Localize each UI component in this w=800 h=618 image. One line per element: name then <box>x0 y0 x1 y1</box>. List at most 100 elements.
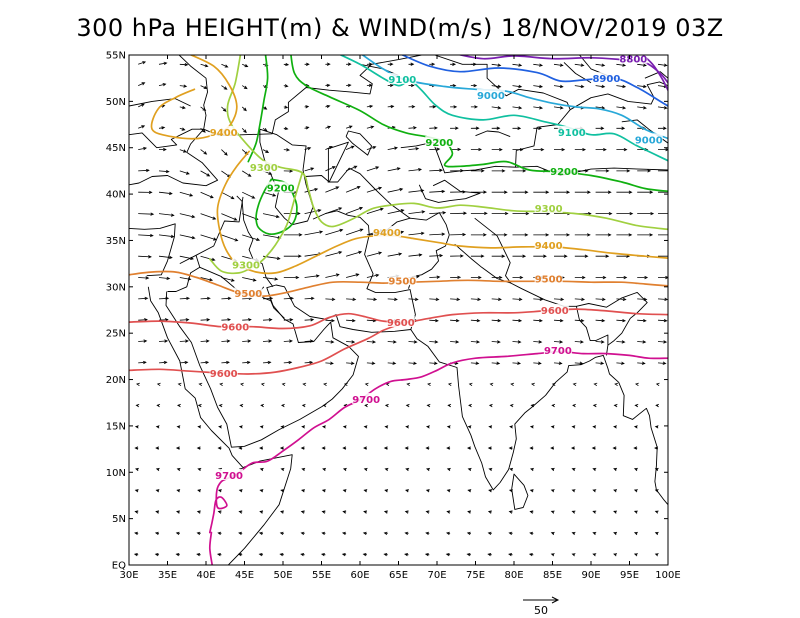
wind-arrow <box>283 233 303 237</box>
contour-label-bg <box>534 239 563 251</box>
wind-arrow <box>487 446 492 450</box>
contour-label-bg <box>209 366 238 378</box>
wind-arrow <box>470 169 485 173</box>
wind-arrow <box>179 339 189 343</box>
wind-arrow <box>133 553 139 557</box>
wind-arrow <box>470 233 487 237</box>
wind-arrow <box>366 146 377 150</box>
wind-arrow <box>158 191 173 196</box>
contour-label-bg <box>619 52 648 64</box>
wind-arrow <box>613 467 618 472</box>
wind-arrow <box>533 84 544 89</box>
wind-arrow <box>156 382 161 387</box>
wind-arrow <box>509 467 514 472</box>
wind-arrow <box>154 553 160 557</box>
contour-label-bg <box>232 258 261 270</box>
wind-arrow <box>242 339 252 343</box>
wind-arrow <box>508 531 513 536</box>
wind-arrow <box>221 234 239 242</box>
contour-label: 9200 <box>550 167 578 178</box>
wind-arrow <box>654 446 659 450</box>
wind-arrow <box>387 187 404 193</box>
wind-arrow <box>512 147 524 152</box>
contour-label-bg <box>266 181 295 193</box>
wind-arrow <box>554 147 566 152</box>
wind-arrow <box>595 275 607 280</box>
wind-arrow <box>387 83 394 88</box>
wind-arrow <box>304 339 314 343</box>
wind-arrow <box>470 147 483 152</box>
contour-label-bg <box>534 272 563 284</box>
wind-arrow <box>571 531 576 536</box>
wind-arrow <box>509 425 513 429</box>
wind-arrow <box>595 318 606 323</box>
wind-arrow <box>262 127 268 132</box>
wind-arrow <box>321 531 326 536</box>
wind-arrow <box>551 403 556 408</box>
wind-arrow <box>408 253 423 257</box>
lat-tick-label: 10N <box>106 468 126 479</box>
wind-arrow <box>325 186 340 193</box>
wind-arrow <box>259 467 264 472</box>
wind-arrow <box>387 167 401 172</box>
contour-label-bg <box>249 161 278 173</box>
wind-arrow <box>657 297 668 301</box>
wind-arrow <box>595 361 605 365</box>
contour-label-bg <box>534 201 563 213</box>
wind-arrow <box>217 510 222 514</box>
wind-arrow <box>384 425 389 429</box>
wind-arrow <box>155 489 160 493</box>
lon-tick-label: 95E <box>620 570 639 581</box>
wind-arrow <box>510 382 515 387</box>
wind-arrow <box>550 446 555 450</box>
wind-arrow <box>281 382 286 387</box>
wind-arrow <box>262 360 272 365</box>
wind-arrow <box>533 147 545 152</box>
coastline <box>129 98 191 107</box>
wind-arrow <box>158 255 173 260</box>
wind-arrow <box>450 297 461 301</box>
lat-tick-label: 55N <box>106 51 126 62</box>
wind-arrow <box>616 190 633 194</box>
wind-arrow <box>529 531 534 536</box>
wind-arrow <box>408 147 420 151</box>
wind-arrow <box>283 254 302 258</box>
wind-arrow <box>345 186 361 193</box>
wind-arrow <box>221 191 235 200</box>
wind-arrow <box>325 251 343 257</box>
wind-arrow <box>366 251 383 257</box>
wind-arrow <box>179 84 188 88</box>
wind-arrow <box>325 318 336 323</box>
wind-arrow <box>221 213 238 221</box>
contour-label: 9100 <box>388 75 416 86</box>
contour-label-bg <box>543 343 572 355</box>
lat-tick-label: 35N <box>106 236 126 247</box>
wind-arrow <box>237 553 243 557</box>
contour-label: 9700 <box>352 395 380 406</box>
wind-arrow <box>384 489 389 493</box>
wind-arrow <box>321 446 326 450</box>
wind-arrow <box>346 318 356 323</box>
wind-arrow <box>447 382 452 387</box>
wind-arrow <box>512 361 522 365</box>
wind-arrow <box>616 297 627 301</box>
wind-arrow <box>179 62 189 67</box>
wind-arrow <box>533 361 542 365</box>
wind-arrow <box>366 340 377 344</box>
wind-arrow <box>325 62 331 66</box>
wind-arrow <box>366 125 375 129</box>
wind-arrow <box>554 190 571 194</box>
lat-tick-label: 50N <box>106 97 126 108</box>
wind-arrow <box>593 382 598 387</box>
wind-arrow <box>487 553 492 557</box>
wind-arrow <box>658 254 668 258</box>
wind-arrow <box>470 83 478 88</box>
wind-arrow <box>221 106 227 112</box>
wind-arrow <box>470 318 481 323</box>
wind-arrow <box>655 403 660 408</box>
wind-arrow <box>491 190 508 194</box>
wind-arrow <box>533 297 544 301</box>
wind-arrow <box>595 297 606 301</box>
lon-tick-label: 80E <box>504 570 523 581</box>
wind-arrow <box>405 425 410 429</box>
